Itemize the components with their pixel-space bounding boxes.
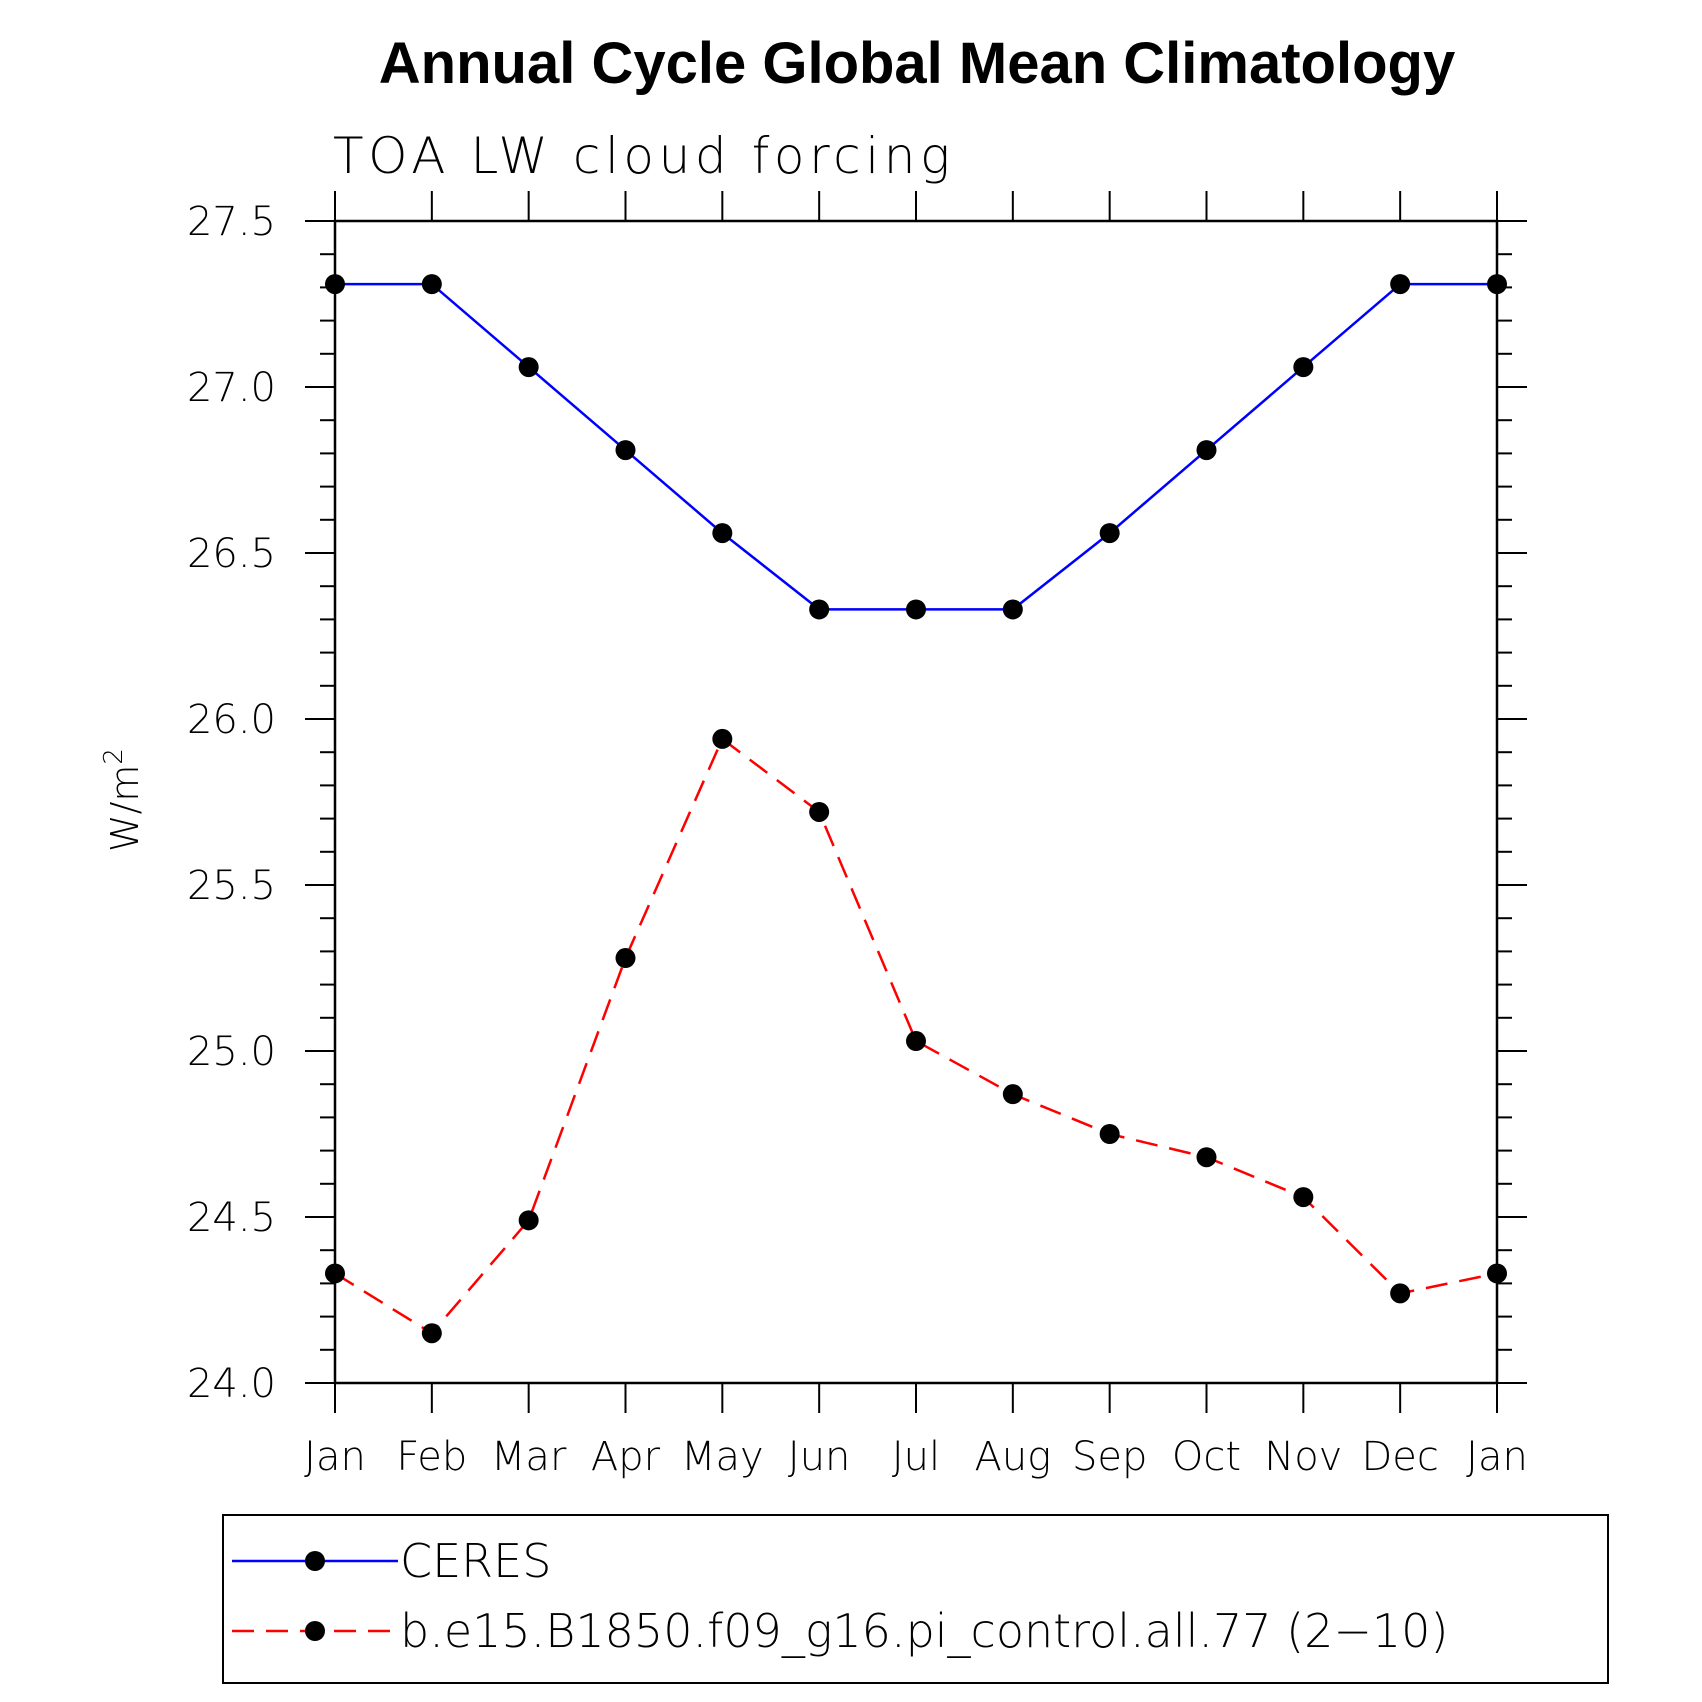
x-tick-label: May: [681, 1434, 764, 1480]
data-point: [1196, 440, 1217, 461]
plot-frame: [333, 219, 1499, 1385]
series-1: [325, 274, 1507, 620]
legend-item-2: b.e15.B1850.f09_g16.pi_control.all.77 (2…: [232, 1604, 1448, 1658]
data-point: [906, 599, 926, 620]
axes: [333, 219, 1499, 1385]
x-tick-label: Dec: [1361, 1434, 1438, 1480]
data-point: [1487, 1263, 1507, 1284]
x-tick-label: Sep: [1072, 1434, 1147, 1480]
x-tick-label: Jul: [892, 1434, 940, 1480]
legend-items: CERES b.e15.B1850.f09_g16.pi_control.all.…: [232, 1534, 1448, 1658]
y-axis-label: W/m2: [99, 748, 147, 852]
data-point: [1099, 1124, 1120, 1144]
y-tick-label: 24.5: [187, 1195, 276, 1241]
y-tick-label: 25.5: [187, 863, 276, 909]
x-tick-labels: Jan Feb Mar Apr May Jun Jul Aug Sep Oct Nov Dec Jan: [304, 1434, 1528, 1480]
y-tick-labels: 24.0 24.5 25.0 25.5 26.0 26.5 27.0 27.5: [187, 199, 276, 1407]
data-point: [518, 1210, 539, 1231]
data-point: [1390, 274, 1411, 295]
axis-ticks: [305, 191, 1527, 1413]
legend: CERES b.e15.B1850.f09_g16.pi_control.all.…: [222, 1514, 1609, 1684]
legend-label: CERES: [400, 1534, 551, 1588]
data-point: [421, 274, 442, 295]
data-point: [1002, 599, 1023, 620]
data-point: [1487, 274, 1507, 295]
x-tick-label: Jan: [304, 1434, 366, 1480]
x-tick-label: Apr: [591, 1434, 661, 1480]
data-point: [325, 1263, 345, 1284]
data-point: [1390, 1283, 1411, 1304]
y-tick-label: 27.5: [187, 199, 276, 245]
chart-subtitle: TOA LW cloud forcing: [333, 127, 950, 185]
series-2: [325, 728, 1507, 1344]
y-tick-label: 27.0: [187, 365, 276, 411]
data-point: [1002, 1084, 1023, 1105]
data-point: [615, 440, 636, 461]
data-point: [1099, 523, 1120, 544]
x-tick-label: Oct: [1172, 1434, 1241, 1480]
data-point: [809, 801, 830, 822]
data-point: [712, 728, 733, 749]
data-point: [712, 523, 733, 544]
legend-item-1: CERES: [232, 1534, 551, 1588]
data-point: [325, 274, 345, 295]
data-point: [421, 1323, 442, 1344]
y-tick-label: 26.5: [187, 531, 276, 577]
data-point: [615, 948, 636, 969]
x-tick-label: Jan: [1466, 1434, 1528, 1480]
y-tick-label: 24.0: [187, 1361, 276, 1407]
data-point: [1293, 1187, 1314, 1208]
chart-title: Annual Cycle Global Mean Climatology: [379, 31, 1455, 96]
data-point: [1293, 357, 1314, 378]
legend-box: [222, 1514, 1609, 1684]
data-point: [809, 599, 830, 620]
legend-label: b.e15.B1850.f09_g16.pi_control.all.77 (2…: [400, 1604, 1448, 1658]
legend-marker-swatch: [305, 1551, 325, 1571]
y-tick-label: 25.0: [187, 1029, 276, 1075]
y-tick-label: 26.0: [187, 697, 276, 743]
x-tick-label: Nov: [1264, 1434, 1342, 1480]
x-tick-label: Mar: [491, 1434, 567, 1480]
x-tick-label: Feb: [396, 1434, 467, 1480]
data-point: [1196, 1147, 1217, 1168]
legend-marker-swatch: [305, 1621, 325, 1641]
x-tick-label: Jun: [788, 1434, 851, 1480]
data-point: [906, 1031, 926, 1052]
x-tick-label: Aug: [974, 1434, 1051, 1480]
data-point: [518, 357, 539, 378]
series-layer: [325, 274, 1507, 1344]
series-line: [335, 282, 1497, 611]
